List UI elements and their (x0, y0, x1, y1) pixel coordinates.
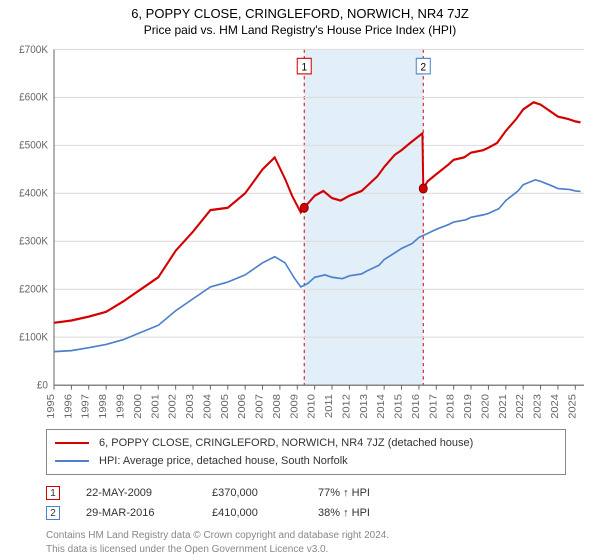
price-chart: £0 £100K £200K £300K £400K £500K £600K £700K 199… (10, 45, 590, 423)
svg-text:2002: 2002 (167, 394, 178, 419)
svg-text:1999: 1999 (115, 394, 126, 419)
sale-price: £410,000 (212, 507, 292, 519)
sale-date: 22-MAY-2009 (86, 487, 186, 499)
svg-text:1997: 1997 (80, 394, 91, 419)
legend-item: 6, POPPY CLOSE, CRINGLEFORD, NORWICH, NR… (55, 434, 557, 452)
svg-text:2019: 2019 (463, 394, 474, 419)
legend: 6, POPPY CLOSE, CRINGLEFORD, NORWICH, NR… (46, 429, 566, 475)
svg-text:2005: 2005 (219, 394, 230, 419)
svg-text:1998: 1998 (98, 394, 109, 419)
svg-text:2010: 2010 (306, 394, 317, 419)
sale-dot (300, 203, 308, 212)
sale-row: 2 29-MAR-2016 £410,000 38% ↑ HPI (46, 503, 566, 523)
sales-annotations: 1 22-MAY-2009 £370,000 77% ↑ HPI 2 29-MAR-201… (46, 483, 566, 523)
svg-text:1995: 1995 (45, 394, 56, 419)
legend-label: HPI: Average price, detached house, Sout… (99, 455, 348, 467)
footer-line-1: Contains HM Land Registry data © Crown c… (46, 529, 590, 543)
svg-text:2003: 2003 (185, 394, 196, 419)
svg-text:2004: 2004 (202, 394, 213, 419)
legend-swatch (55, 442, 89, 444)
sale-date: 29-MAR-2016 (86, 507, 186, 519)
legend-label: 6, POPPY CLOSE, CRINGLEFORD, NORWICH, NR… (99, 437, 473, 449)
svg-text:2016: 2016 (410, 394, 421, 419)
svg-text:2012: 2012 (341, 394, 352, 419)
svg-text:2008: 2008 (271, 394, 282, 419)
sale-pct: 77% ↑ HPI (318, 487, 418, 499)
svg-text:2014: 2014 (376, 394, 387, 419)
svg-text:2006: 2006 (237, 394, 248, 419)
svg-text:2017: 2017 (428, 394, 439, 419)
sale-dot (419, 184, 427, 193)
chart-svg: £0 £100K £200K £300K £400K £500K £600K £700K 199… (10, 45, 590, 423)
sale-marker: 1 (46, 486, 60, 500)
svg-text:2013: 2013 (358, 394, 369, 419)
sale-marker: 2 (46, 506, 60, 520)
svg-text:2: 2 (420, 61, 426, 74)
page-title: 6, POPPY CLOSE, CRINGLEFORD, NORWICH, NR… (10, 6, 590, 21)
svg-text:2011: 2011 (324, 394, 335, 418)
svg-text:2024: 2024 (549, 394, 560, 419)
svg-text:2023: 2023 (532, 394, 543, 419)
sale-row: 1 22-MAY-2009 £370,000 77% ↑ HPI (46, 483, 566, 503)
svg-text:£500K: £500K (19, 139, 48, 152)
sale-price: £370,000 (212, 487, 292, 499)
svg-text:2015: 2015 (393, 394, 404, 419)
svg-text:2007: 2007 (254, 394, 265, 419)
svg-text:2021: 2021 (497, 394, 508, 419)
svg-text:£200K: £200K (19, 283, 48, 296)
svg-text:£300K: £300K (19, 235, 48, 248)
sale-pct: 38% ↑ HPI (318, 507, 418, 519)
footer-line-2: This data is licensed under the Open Gov… (46, 543, 590, 557)
svg-text:£700K: £700K (19, 45, 48, 56)
svg-text:1: 1 (301, 61, 307, 74)
page-subtitle: Price paid vs. HM Land Registry's House … (10, 23, 590, 37)
svg-text:1996: 1996 (63, 394, 74, 419)
svg-text:2001: 2001 (150, 394, 161, 419)
svg-text:2009: 2009 (289, 394, 300, 419)
svg-text:2022: 2022 (515, 394, 526, 419)
svg-text:2020: 2020 (480, 394, 491, 419)
svg-text:2025: 2025 (567, 394, 578, 419)
legend-swatch (55, 460, 89, 462)
svg-text:2018: 2018 (445, 394, 456, 419)
svg-text:£400K: £400K (19, 187, 48, 200)
svg-text:2000: 2000 (132, 394, 143, 419)
legend-item: HPI: Average price, detached house, Sout… (55, 452, 557, 470)
svg-text:£0: £0 (37, 379, 48, 392)
svg-text:£600K: £600K (19, 91, 48, 104)
svg-text:£100K: £100K (19, 331, 48, 344)
